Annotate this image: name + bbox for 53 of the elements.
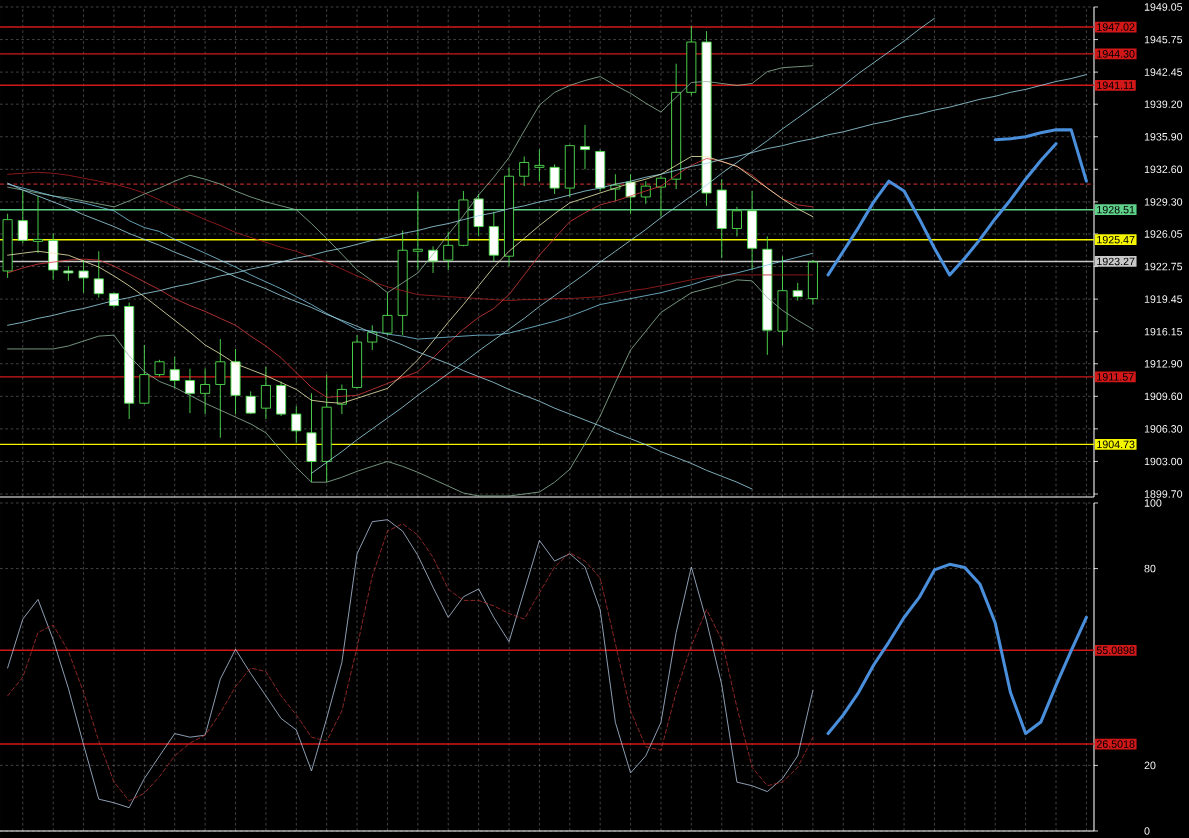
ref-line-label: 1911.57	[1097, 373, 1134, 381]
y-tick-label: 1903.00	[1144, 457, 1183, 466]
y-tick-label: 1945.75	[1144, 35, 1183, 44]
candlestick	[260, 366, 271, 420]
y-tick-label: 1939.20	[1144, 100, 1183, 108]
candlestick	[443, 231, 454, 271]
candlestick	[215, 338, 226, 439]
ref-line-label: 1923.27	[1097, 257, 1135, 266]
line-series	[7, 65, 814, 294]
candlestick	[291, 405, 302, 444]
y-tick-label: 0	[1144, 827, 1150, 835]
line-series	[993, 128, 1088, 183]
candlestick	[579, 124, 591, 170]
candlestick	[169, 356, 180, 389]
y-tick-label: 1926.05	[1144, 230, 1183, 238]
y-tick-label: 1942.45	[1144, 68, 1183, 76]
y-tick-label: 1935.90	[1144, 132, 1183, 141]
ref-line-label: 1941.11	[1097, 81, 1134, 90]
y-tick-label: 1949.05	[1144, 3, 1183, 11]
candlestick	[93, 250, 104, 299]
candlestick	[17, 190, 28, 244]
y-tick-label: 1916.15	[1144, 327, 1183, 336]
ref-line-label: 1947.02	[1097, 23, 1135, 31]
y-tick-label: 1929.30	[1144, 198, 1183, 206]
y-tick-label: 80	[1144, 564, 1156, 573]
candlestick	[382, 292, 393, 336]
candlestick	[200, 368, 211, 415]
ref-line-label: 1928.51	[1097, 205, 1135, 214]
candlestick	[367, 324, 378, 351]
y-tick-label: 1909.60	[1144, 392, 1183, 401]
candlestick	[412, 191, 423, 271]
y-tick-label: 20	[1144, 761, 1156, 770]
ref-line-label: 1925.47	[1097, 235, 1135, 244]
line-series	[826, 142, 1058, 277]
y-tick-label: 1932.60	[1144, 165, 1183, 174]
candlestick	[549, 163, 560, 195]
y-tick-label: 100	[1144, 499, 1162, 507]
candlestick	[32, 195, 44, 254]
candlestick	[519, 156, 530, 187]
y-tick-label: 1899.70	[1144, 490, 1183, 498]
candlestick	[184, 368, 195, 414]
y-tick-label: 1919.45	[1144, 295, 1183, 303]
ref-line-label: 1904.73	[1097, 440, 1135, 449]
ref-line-label: 26.5018	[1096, 740, 1135, 748]
candlestick	[534, 149, 545, 182]
y-tick-label: 1912.90	[1144, 359, 1183, 368]
ref-line-label: 1944.30	[1097, 50, 1135, 58]
y-tick-label: 1906.30	[1144, 425, 1183, 433]
candlestick	[731, 206, 742, 237]
ref-line-label: 55.0898	[1096, 646, 1135, 655]
candlestick	[78, 259, 89, 294]
y-tick-label: 1922.75	[1144, 262, 1183, 271]
line-series	[826, 562, 1088, 736]
